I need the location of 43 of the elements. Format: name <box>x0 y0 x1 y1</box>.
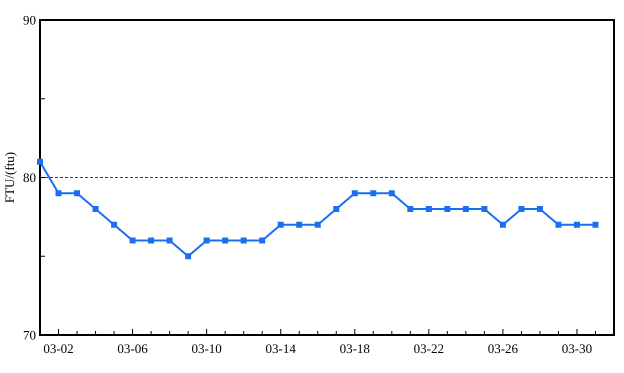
point <box>407 206 414 212</box>
x-tick-label: 03-26 <box>488 341 519 356</box>
point <box>352 190 358 196</box>
point <box>240 238 247 244</box>
x-tick-label: 03-06 <box>117 341 148 356</box>
x-tick-label: 03-22 <box>414 341 444 356</box>
point <box>518 206 524 212</box>
point <box>222 238 228 244</box>
point <box>370 190 376 196</box>
point <box>536 206 543 212</box>
point <box>111 222 118 228</box>
point <box>278 222 284 228</box>
point <box>426 206 432 212</box>
point <box>130 238 136 244</box>
point <box>56 190 62 196</box>
point <box>314 222 321 228</box>
point <box>148 238 154 244</box>
point <box>388 190 395 196</box>
x-tick-label: 03-10 <box>191 341 222 356</box>
x-tick-label: 03-18 <box>340 341 370 356</box>
point <box>462 206 469 212</box>
y-axis-title: FTU/(ftu) <box>2 152 17 204</box>
point <box>500 222 506 228</box>
point <box>74 190 80 196</box>
point <box>185 253 192 260</box>
point <box>92 206 99 212</box>
x-tick-label: 03-02 <box>43 341 74 356</box>
point <box>592 222 598 228</box>
point <box>574 222 580 228</box>
point <box>37 158 43 165</box>
x-tick-label: 03-30 <box>562 341 592 356</box>
x-tick-label: 03-14 <box>266 341 296 356</box>
point <box>296 222 302 228</box>
point <box>333 206 340 212</box>
point <box>444 206 450 212</box>
y-tick-label: 80 <box>23 170 36 186</box>
y-tick-label: 90 <box>23 12 36 28</box>
y-tick-label: 70 <box>23 328 36 343</box>
point <box>481 206 488 212</box>
point <box>166 238 173 244</box>
point <box>555 222 562 228</box>
point <box>204 238 210 244</box>
point <box>259 238 266 244</box>
